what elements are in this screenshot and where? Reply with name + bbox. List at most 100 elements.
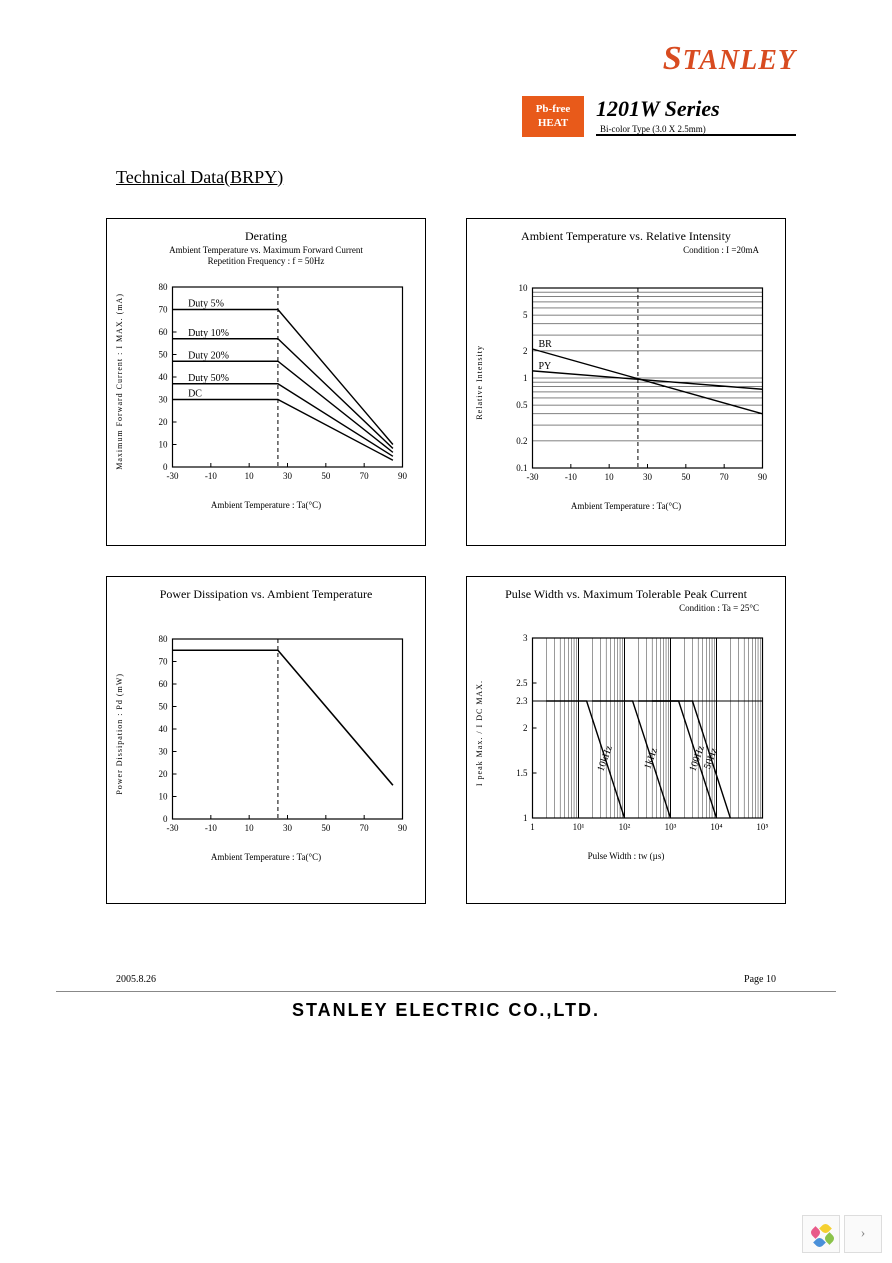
svg-text:Duty 50%: Duty 50% [188, 372, 229, 383]
chart-sub1: Ambient Temperature vs. Maximum Forward … [113, 245, 419, 255]
svg-text:70: 70 [159, 304, 169, 314]
petal-icon [811, 1224, 831, 1244]
xlabel: Ambient Temperature : Ta(°C) [473, 501, 779, 511]
svg-text:-30: -30 [527, 472, 539, 482]
svg-text:2.3: 2.3 [516, 696, 528, 706]
ylabel: I peak Max. / I DC MAX. [473, 680, 486, 786]
header: TANLEY [56, 40, 836, 78]
svg-text:10kHz: 10kHz [595, 743, 615, 772]
chart-title: Pulse Width vs. Maximum Tolerable Peak C… [473, 587, 779, 602]
svg-text:5: 5 [523, 310, 528, 320]
svg-text:40: 40 [159, 372, 169, 382]
svg-text:20: 20 [159, 417, 169, 427]
xlabel: Ambient Temperature : Ta(°C) [113, 500, 419, 510]
svg-text:50: 50 [321, 823, 331, 833]
svg-text:30: 30 [159, 746, 169, 756]
svg-text:1: 1 [523, 373, 528, 383]
pulse-plot: 110¹10²10³10⁴10⁵11.522.532.310kHz1kHz100… [486, 628, 779, 838]
svg-text:0: 0 [163, 462, 168, 472]
svg-text:2.5: 2.5 [516, 678, 528, 688]
svg-text:0: 0 [163, 814, 168, 824]
ylabel: Power Dissipation : Pd (mW) [113, 673, 126, 795]
svg-text:10⁴: 10⁴ [710, 822, 722, 832]
svg-text:20: 20 [159, 769, 169, 779]
chart-title: Derating [113, 229, 419, 244]
stanley-logo: TANLEY [663, 45, 796, 76]
svg-text:10: 10 [159, 439, 169, 449]
svg-text:Duty 20%: Duty 20% [188, 350, 229, 361]
svg-text:50: 50 [681, 472, 691, 482]
svg-text:60: 60 [159, 327, 169, 337]
svg-text:Duty 10%: Duty 10% [188, 327, 229, 338]
svg-text:-10: -10 [205, 823, 217, 833]
chart-title: Ambient Temperature vs. Relative Intensi… [473, 229, 779, 244]
svg-text:60: 60 [159, 679, 169, 689]
svg-text:-30: -30 [167, 823, 179, 833]
svg-text:10³: 10³ [665, 822, 677, 832]
svg-text:2: 2 [523, 346, 528, 356]
svg-text:50: 50 [159, 349, 169, 359]
chart-sub2: Repetition Frequency : f = 50Hz [113, 256, 419, 266]
section-title: Technical Data(BRPY) [116, 167, 836, 188]
svg-text:3: 3 [523, 633, 528, 643]
svg-text:10: 10 [245, 471, 255, 481]
nav-home-button[interactable] [802, 1215, 840, 1253]
chart-condition: Condition : Ta = 25°C [473, 603, 779, 613]
badge-row: Pb-free HEAT 1201W Series Bi-color Type … [56, 96, 836, 137]
svg-text:1: 1 [530, 822, 535, 832]
ylabel: Relative Intensity [473, 345, 486, 420]
svg-text:-30: -30 [167, 471, 179, 481]
svg-text:0.2: 0.2 [516, 436, 527, 446]
svg-text:1kHz: 1kHz [642, 746, 660, 771]
chart-power: Power Dissipation vs. Ambient Temperatur… [106, 576, 426, 904]
ylabel: Maximum Forward Current : I MAX. (mA) [113, 293, 126, 470]
relintensity-plot: 0.10.20.512510-30-101030507090BRPY [486, 278, 779, 488]
svg-text:30: 30 [643, 472, 653, 482]
svg-text:0.5: 0.5 [516, 400, 528, 410]
svg-text:BR: BR [539, 339, 553, 350]
svg-text:70: 70 [159, 656, 169, 666]
svg-text:80: 80 [159, 282, 169, 292]
badge-line1: Pb-free [536, 103, 571, 115]
svg-text:70: 70 [360, 471, 370, 481]
svg-text:2: 2 [523, 723, 528, 733]
series-block: 1201W Series Bi-color Type (3.0 X 2.5mm) [596, 96, 796, 136]
svg-text:10: 10 [605, 472, 614, 482]
xlabel: Pulse Width : tw (µs) [473, 851, 779, 861]
svg-text:30: 30 [283, 823, 293, 833]
svg-text:40: 40 [159, 724, 169, 734]
chart-pulse: Pulse Width vs. Maximum Tolerable Peak C… [466, 576, 786, 904]
svg-text:30: 30 [283, 471, 293, 481]
svg-text:70: 70 [360, 823, 370, 833]
series-title: 1201W Series [596, 96, 796, 122]
svg-text:50: 50 [159, 701, 169, 711]
pbfree-badge: Pb-free HEAT [522, 96, 584, 137]
svg-text:Duty 5%: Duty 5% [188, 298, 224, 309]
svg-text:10: 10 [245, 823, 255, 833]
chart-relintensity: Ambient Temperature vs. Relative Intensi… [466, 218, 786, 546]
svg-text:10²: 10² [619, 822, 631, 832]
svg-text:70: 70 [720, 472, 730, 482]
svg-text:90: 90 [398, 471, 408, 481]
svg-text:10¹: 10¹ [573, 822, 585, 832]
svg-text:PY: PY [539, 360, 552, 371]
nav-widget: › [802, 1215, 882, 1253]
footer: 2005.8.26 Page 10 [56, 914, 836, 992]
svg-text:-10: -10 [205, 471, 217, 481]
badge-line2: HEAT [538, 117, 568, 129]
footer-date: 2005.8.26 [116, 974, 156, 985]
chart-title: Power Dissipation vs. Ambient Temperatur… [113, 587, 419, 602]
datasheet-page: TANLEY Pb-free HEAT 1201W Series Bi-colo… [56, 0, 836, 1041]
svg-text:1: 1 [523, 813, 528, 823]
svg-text:50: 50 [321, 471, 331, 481]
derating-plot: -30-10103050709001020304050607080Duty 5%… [126, 277, 419, 487]
chart-derating: Derating Ambient Temperature vs. Maximum… [106, 218, 426, 546]
power-plot: -30-10103050709001020304050607080 [126, 629, 419, 839]
xlabel: Ambient Temperature : Ta(°C) [113, 852, 419, 862]
svg-text:-10: -10 [565, 472, 577, 482]
nav-next-button[interactable]: › [844, 1215, 882, 1253]
svg-text:10⁵: 10⁵ [756, 822, 768, 832]
company-name: STANLEY ELECTRIC CO.,LTD. [56, 1000, 836, 1021]
svg-text:80: 80 [159, 634, 169, 644]
charts-grid: Derating Ambient Temperature vs. Maximum… [56, 208, 836, 914]
